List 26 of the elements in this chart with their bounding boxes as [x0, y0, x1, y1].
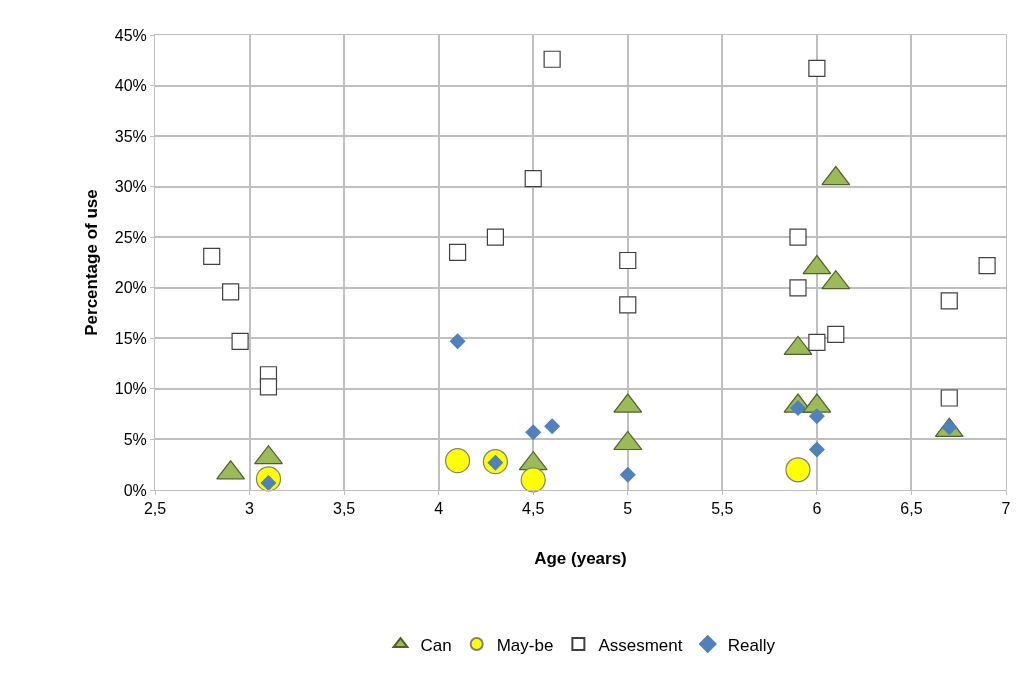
x-tick-label: 5,5 — [711, 500, 734, 518]
y-tick-label: 30% — [114, 178, 147, 196]
legend-label: Really — [727, 635, 776, 655]
y-tick-label: 35% — [114, 127, 147, 145]
x-axis-title: Age (years) — [534, 548, 627, 568]
legend-label: May-be — [496, 635, 554, 655]
y-tick-label: 45% — [114, 26, 147, 44]
x-tick-label: 3,5 — [332, 500, 356, 518]
y-tick-label: 20% — [114, 279, 147, 297]
legend-label: Can — [420, 635, 452, 655]
x-tick-label: 4,5 — [522, 500, 545, 518]
y-tick-label: 5% — [123, 431, 147, 449]
x-tick-label: 6 — [812, 500, 822, 518]
y-tick-label: 15% — [114, 329, 147, 347]
legend-label: Assesment — [598, 635, 683, 655]
y-axis-title: Percentage of use — [82, 189, 102, 336]
y-tick-label: 10% — [114, 380, 147, 398]
y-tick-label: 40% — [114, 77, 147, 95]
x-tick-label: 2,5 — [143, 500, 167, 518]
y-tick-label: 25% — [114, 228, 147, 246]
x-tick-label: 7 — [1001, 500, 1011, 518]
x-tick-label: 6,5 — [900, 500, 923, 518]
x-tick-label: 4 — [434, 500, 444, 518]
x-tick-label: 5 — [623, 500, 633, 518]
y-tick-label: 0% — [123, 481, 147, 499]
x-tick-label: 3 — [245, 500, 255, 518]
